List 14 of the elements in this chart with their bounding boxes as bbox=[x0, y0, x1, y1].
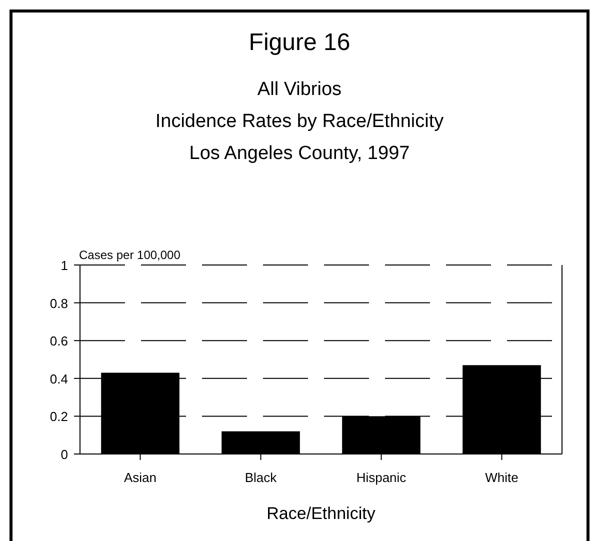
y-tick-label: 0.2 bbox=[50, 409, 68, 424]
chart-title: Figure 16 bbox=[248, 29, 350, 56]
y-tick-label: 0 bbox=[60, 447, 68, 462]
y-axis-title: Cases per 100,000 bbox=[79, 248, 181, 262]
x-tick-label: Asian bbox=[124, 470, 157, 485]
y-tick-label: 1 bbox=[60, 258, 68, 273]
chart-subtitle: All Vibrios Incidence Rates by Race/Ethnicity Los Angeles County, 1997 bbox=[155, 79, 444, 164]
x-tick-label: Hispanic bbox=[356, 470, 407, 485]
x-axis-title: Race/Ethnicity bbox=[266, 504, 376, 523]
x-tick-label: White bbox=[485, 470, 518, 485]
x-tick-label: Black bbox=[244, 470, 278, 485]
y-tick-label: 0.4 bbox=[50, 371, 68, 386]
y-tick-label: 0.6 bbox=[50, 334, 68, 349]
y-tick-label: 0.8 bbox=[50, 296, 68, 311]
